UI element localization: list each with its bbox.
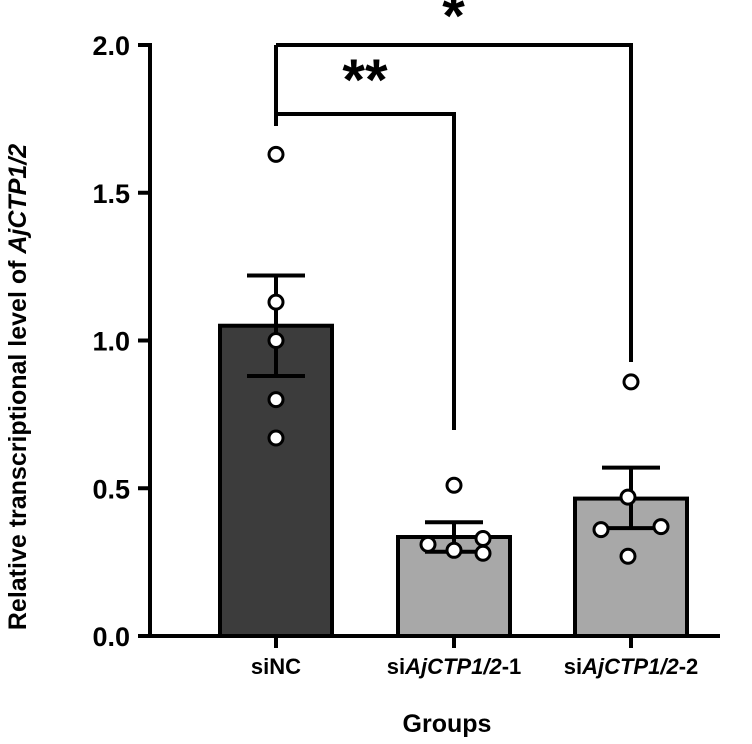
y-tick-label: 0.0 <box>92 622 130 652</box>
y-axis-label: Relative transcriptional level of AjCTP1… <box>4 144 32 630</box>
data-point <box>267 293 285 311</box>
data-point <box>445 476 463 494</box>
data-point <box>474 529 492 547</box>
significance-label-2: * <box>442 0 465 49</box>
x-tick-label: siNC <box>251 654 301 679</box>
error-bars-group <box>247 273 660 554</box>
data-point <box>419 535 437 553</box>
data-point <box>652 518 670 536</box>
data-point <box>267 332 285 349</box>
data-point <box>267 391 285 409</box>
data-point <box>267 145 285 163</box>
y-tick-label: 1.0 <box>92 327 130 357</box>
data-point <box>592 521 610 539</box>
data-point <box>445 541 463 559</box>
data-points-group <box>267 145 670 565</box>
significance-label-1: ** <box>342 48 388 113</box>
x-tick-label: siAjCTP1/2-1 <box>387 654 522 679</box>
y-tick-label: 1.5 <box>92 179 130 209</box>
significance-group: *** <box>274 0 633 430</box>
significance-bracket-2 <box>276 43 633 362</box>
data-point <box>267 429 285 447</box>
axes-group: 0.0 0.5 1.0 1.5 2.0 siNC siAjCTP1/2-1 siAjCTP1/… <box>92 31 720 679</box>
data-point <box>619 547 637 565</box>
data-point <box>474 544 492 562</box>
data-point <box>622 373 640 391</box>
y-tick-label: 0.5 <box>92 474 130 504</box>
x-axis-label: Groups <box>403 710 492 738</box>
data-point <box>619 488 637 506</box>
x-tick-label: siAjCTP1/2-2 <box>564 654 699 679</box>
y-tick-label: 2.0 <box>92 31 130 61</box>
significance-bracket-1 <box>276 112 456 430</box>
